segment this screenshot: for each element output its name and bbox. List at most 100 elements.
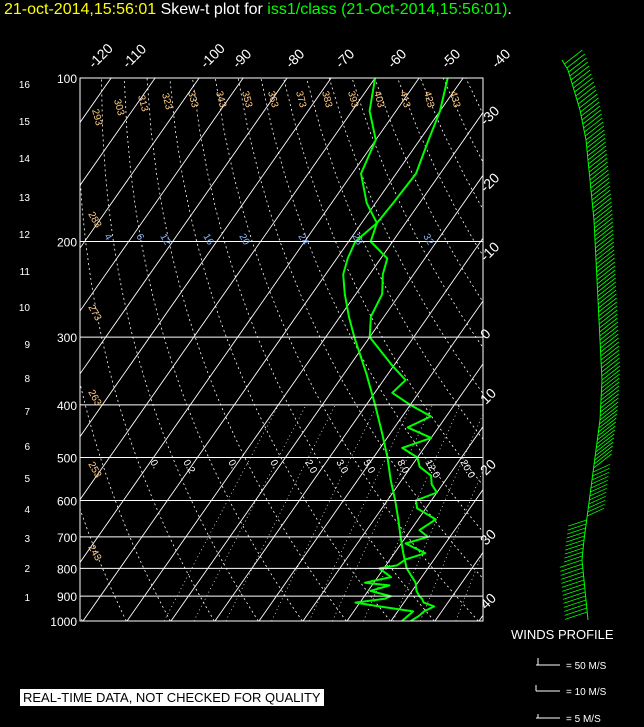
wind-barb [573, 73, 592, 89]
wind-barb [599, 409, 618, 425]
wind-barb [562, 587, 585, 596]
potential-temp-label: 323 [159, 92, 174, 111]
dry-adiabat-line [101, 78, 259, 621]
altitude-km-label: 7 [24, 407, 30, 418]
wind-barb [587, 503, 605, 513]
mixing-ratio-upper-label: 32 [420, 232, 435, 248]
pressure-label: 100 [57, 72, 77, 86]
altitude-km-label: 11 [20, 267, 31, 278]
wind-barb [597, 289, 617, 305]
wind-barb [565, 535, 585, 543]
isotherm-line [80, 78, 420, 564]
wind-barb [564, 551, 583, 559]
wind-barb [598, 301, 618, 317]
wind-barb [594, 225, 614, 241]
wind-staff [561, 59, 569, 71]
wind-barb [598, 293, 617, 309]
wind-barb [585, 125, 605, 141]
wind-barb [566, 531, 586, 539]
wind-barb [601, 353, 620, 369]
dry-adiabat-line [169, 78, 391, 621]
wind-legend-5: = 5 M/S [566, 714, 601, 725]
altitude-km-label: 1 [24, 593, 30, 604]
wind-barb [562, 591, 586, 600]
wind-barb [597, 421, 617, 437]
mixing-ratio-upper-label: 6 [133, 232, 146, 243]
wind-barb [588, 499, 606, 509]
wind-barb [600, 381, 620, 397]
isotherm-line [80, 78, 156, 187]
wind-barb [594, 217, 613, 233]
potential-temp-label: 343 [213, 90, 228, 109]
wind-barb [589, 165, 609, 181]
wind-barb [582, 109, 602, 125]
wind-barb [569, 61, 589, 77]
wind-barb [590, 173, 610, 189]
wind-barb [588, 153, 608, 169]
pressure-label: 300 [57, 331, 77, 345]
wind-barb [598, 297, 617, 313]
isotherm-line [170, 174, 483, 621]
wind-barb [592, 189, 611, 205]
wind-staff [583, 579, 587, 601]
wind-barb [593, 209, 613, 225]
wind-barb [598, 417, 617, 433]
dry-adiabat-line [80, 167, 215, 621]
altitude-km-label: 10 [19, 303, 31, 314]
potential-temp-label: 393 [345, 90, 360, 109]
wind-barb [592, 463, 611, 473]
altitude-km-label: 8 [24, 374, 30, 385]
wind-legend-50: = 50 M/S [566, 661, 607, 672]
wind-barb [586, 133, 606, 149]
wind-barb [597, 285, 617, 301]
wind-barb [596, 433, 615, 449]
wind-barb [594, 445, 613, 461]
wind-staff [587, 479, 593, 511]
wind-barb [600, 341, 620, 357]
wind-barb [588, 157, 608, 173]
wind-barb [564, 611, 588, 620]
wind-barb [567, 527, 586, 535]
wind-barb [561, 579, 585, 588]
wind-barb [599, 401, 619, 417]
potential-temp-label: 403 [371, 90, 386, 109]
isotherm-line [80, 78, 200, 249]
mixing-ratio-upper-label: 4 [101, 232, 114, 243]
wind-barb [591, 181, 610, 197]
wind-barb [590, 479, 609, 489]
wind-barb [600, 349, 620, 365]
pressure-label: 400 [57, 399, 77, 413]
altitude-km-label: 16 [19, 80, 31, 91]
altitude-km-label: 6 [24, 442, 30, 453]
title-station: iss1/class (21-Oct-2014,15:56:01) [267, 1, 508, 18]
wind-barb [570, 65, 590, 81]
wind-barb [560, 563, 583, 572]
wind-barb [592, 197, 612, 213]
potential-temp-label: 303 [111, 98, 126, 117]
isotherm-line [258, 300, 483, 621]
wind-barb [571, 69, 591, 85]
potential-temp-label: 313 [135, 94, 150, 113]
dry-adiabat-line [192, 78, 435, 621]
wind-barb [594, 221, 614, 237]
wind-barb [564, 607, 587, 616]
wind-staff [581, 539, 585, 561]
wind-barb [590, 483, 608, 493]
wind-barb [601, 357, 620, 373]
isotherm-line [80, 78, 332, 438]
wind-barb [583, 113, 602, 129]
wind-barb [581, 105, 601, 121]
wind-barb [584, 121, 604, 137]
pressure-label: 500 [57, 452, 77, 466]
wind-barb [595, 237, 614, 253]
pressure-label: 200 [57, 235, 77, 249]
altitude-km-label: 9 [24, 340, 30, 351]
wind-barb [560, 567, 583, 576]
wind-barb [599, 405, 619, 421]
quality-disclaimer: REAL-TIME DATA, NOT CHECKED FOR QUALITY [20, 689, 324, 706]
wind-barb [564, 49, 583, 65]
title-period: . [507, 1, 512, 18]
pressure-label: 1000 [50, 615, 77, 629]
